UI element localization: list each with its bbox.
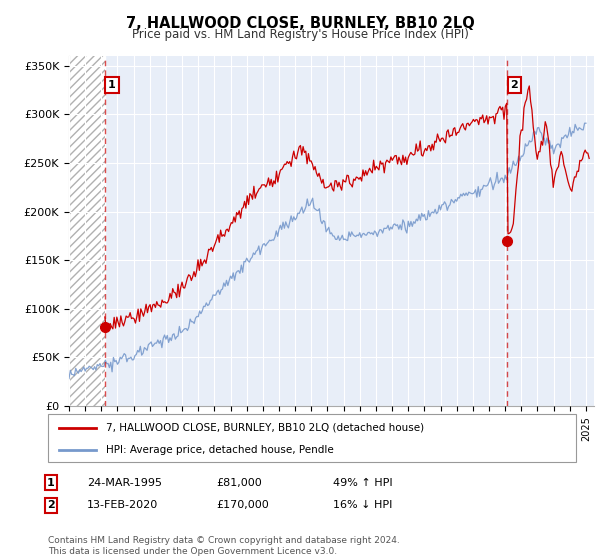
- Text: 16% ↓ HPI: 16% ↓ HPI: [333, 500, 392, 510]
- Text: HPI: Average price, detached house, Pendle: HPI: Average price, detached house, Pend…: [106, 445, 334, 455]
- Text: 2: 2: [511, 80, 518, 90]
- Text: 49% ↑ HPI: 49% ↑ HPI: [333, 478, 392, 488]
- Text: 1: 1: [47, 478, 55, 488]
- Text: Contains HM Land Registry data © Crown copyright and database right 2024.
This d: Contains HM Land Registry data © Crown c…: [48, 536, 400, 556]
- Text: Price paid vs. HM Land Registry's House Price Index (HPI): Price paid vs. HM Land Registry's House …: [131, 28, 469, 41]
- Bar: [69, 56, 105, 406]
- Text: 7, HALLWOOD CLOSE, BURNLEY, BB10 2LQ (detached house): 7, HALLWOOD CLOSE, BURNLEY, BB10 2LQ (de…: [106, 423, 424, 433]
- Text: 7, HALLWOOD CLOSE, BURNLEY, BB10 2LQ: 7, HALLWOOD CLOSE, BURNLEY, BB10 2LQ: [125, 16, 475, 31]
- Text: £81,000: £81,000: [216, 478, 262, 488]
- Text: £170,000: £170,000: [216, 500, 269, 510]
- FancyBboxPatch shape: [48, 414, 576, 462]
- Bar: [69, 56, 105, 406]
- Text: 13-FEB-2020: 13-FEB-2020: [87, 500, 158, 510]
- Text: 2: 2: [47, 500, 55, 510]
- Text: 1: 1: [108, 80, 116, 90]
- Text: 24-MAR-1995: 24-MAR-1995: [87, 478, 162, 488]
